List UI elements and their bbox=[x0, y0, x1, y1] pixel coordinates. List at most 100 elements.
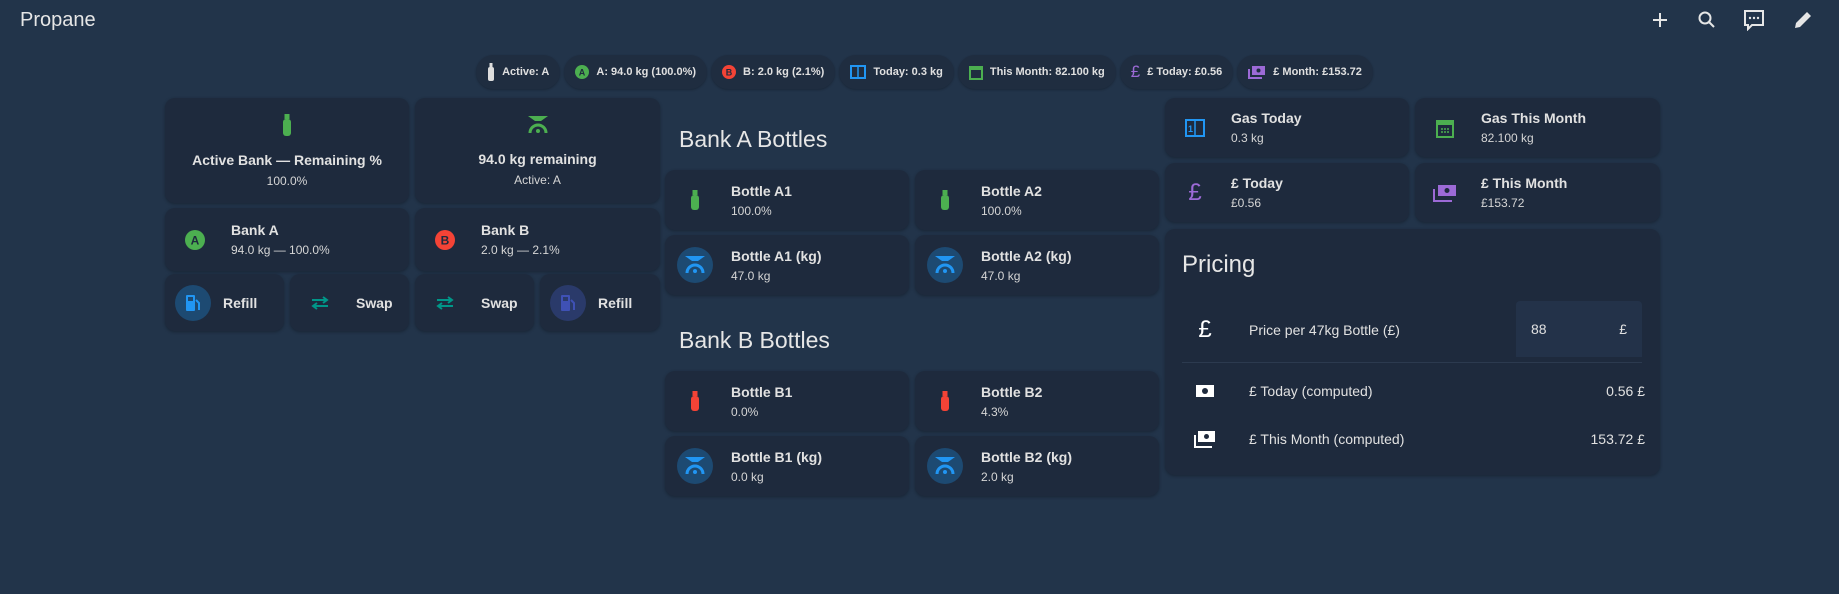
counter-icon bbox=[850, 65, 867, 79]
button-label: Swap bbox=[356, 294, 393, 311]
scale-icon bbox=[927, 448, 963, 484]
tile-value: 100.0% bbox=[731, 203, 772, 218]
card-title: 94.0 kg remaining bbox=[478, 150, 597, 167]
bottle-tile[interactable]: Bottle A2 (kg) 47.0 kg bbox=[915, 235, 1159, 295]
price-per-bottle-row: £ Price per 47kg Bottle (£) 88 £ bbox=[1165, 301, 1661, 358]
tile-title: Bottle B2 (kg) bbox=[981, 448, 1072, 465]
tile-value: 4.3% bbox=[981, 404, 1009, 419]
svg-text:1: 1 bbox=[1188, 124, 1193, 134]
cash-multiple-icon bbox=[1427, 175, 1463, 211]
pricing-title: Pricing bbox=[1182, 251, 1256, 278]
card-value: 100.0% bbox=[266, 173, 308, 188]
card-value: 2.0 kg — 2.1% bbox=[481, 243, 560, 257]
swap-icon bbox=[427, 285, 463, 321]
tile-title: Bottle A1 (kg) bbox=[731, 247, 822, 264]
bank-b-card[interactable]: B Bank B 2.0 kg — 2.1% bbox=[415, 208, 660, 271]
price-input-value: 88 bbox=[1531, 321, 1547, 337]
letter-b-icon: B bbox=[722, 65, 737, 79]
letter-a-icon: A bbox=[177, 222, 213, 258]
calendar-icon bbox=[968, 66, 983, 80]
price-input-unit: £ bbox=[1619, 321, 1627, 337]
bottle-tile[interactable]: Bottle A2 100.0% bbox=[915, 170, 1159, 230]
tile-title: Bottle A2 (kg) bbox=[981, 247, 1072, 264]
scale-icon bbox=[677, 247, 713, 283]
cost-today-card[interactable]: £ £ Today £0.56 bbox=[1165, 163, 1409, 222]
svg-text:A: A bbox=[191, 233, 200, 247]
tile-value: 0.0 kg bbox=[731, 469, 764, 484]
chip-active[interactable]: Active: A bbox=[476, 55, 561, 89]
gas-cylinder-icon bbox=[488, 63, 495, 81]
bottle-tile[interactable]: Bottle A1 100.0% bbox=[665, 170, 909, 230]
chip-today[interactable]: Today: 0.3 kg bbox=[839, 55, 954, 89]
scale-icon bbox=[927, 247, 963, 283]
chip-cost-month[interactable]: £ Month: £153.72 bbox=[1237, 55, 1373, 89]
chip-label: Today: 0.3 kg bbox=[873, 66, 943, 78]
tile-value: 100.0% bbox=[981, 203, 1022, 218]
active-bank-remaining-card[interactable]: Active Bank — Remaining % 100.0% bbox=[165, 98, 409, 203]
bottle-tile[interactable]: Bottle B2 (kg) 2.0 kg bbox=[915, 436, 1159, 496]
card-title: Active Bank — Remaining % bbox=[192, 151, 382, 168]
chip-cost-today[interactable]: £ £ Today: £0.56 bbox=[1119, 55, 1234, 89]
button-label: Swap bbox=[481, 294, 518, 311]
chip-bar: Active: A A A: 94.0 kg (100.0%) B B: 2.0 k… bbox=[0, 55, 1839, 89]
pound-icon: £ bbox=[1130, 62, 1141, 81]
bottle-tile[interactable]: Bottle B1 0.0% bbox=[665, 371, 909, 431]
cash-multiple-icon bbox=[1248, 66, 1266, 79]
gas-cylinder-icon bbox=[927, 383, 963, 419]
card-value: 94.0 kg — 100.0% bbox=[231, 243, 330, 257]
card-title: £ This Month bbox=[1481, 175, 1568, 191]
swap-a-button[interactable]: Swap bbox=[290, 274, 409, 331]
cost-month-card[interactable]: £ This Month £153.72 bbox=[1415, 163, 1660, 222]
chip-bank-a[interactable]: A A: 94.0 kg (100.0%) bbox=[564, 55, 708, 89]
tile-title: Bottle B2 bbox=[981, 383, 1043, 400]
tile-title: Bottle A1 bbox=[731, 182, 792, 199]
price-input[interactable]: 88 £ bbox=[1516, 301, 1642, 357]
chip-month[interactable]: This Month: 82.100 kg bbox=[957, 55, 1116, 89]
bank-a-heading: Bank A Bottles bbox=[679, 126, 828, 152]
pound-icon: £ bbox=[1198, 316, 1212, 343]
letter-b-icon: B bbox=[427, 222, 463, 258]
svg-text:A: A bbox=[579, 68, 586, 78]
letter-a-icon: A bbox=[575, 65, 590, 79]
card-title: Gas Today bbox=[1231, 110, 1302, 126]
tile-value: 47.0 kg bbox=[731, 268, 771, 283]
swap-b-button[interactable]: Swap bbox=[415, 274, 534, 331]
cost-month-row: £ This Month (computed) 153.72 £ bbox=[1165, 424, 1661, 454]
cost-today-label: £ Today (computed) bbox=[1249, 383, 1373, 399]
cost-month-label: £ This Month (computed) bbox=[1249, 431, 1405, 447]
cost-month-value: 153.72 £ bbox=[1590, 431, 1646, 447]
tile-value: 47.0 kg bbox=[981, 268, 1021, 283]
edit-icon[interactable] bbox=[1789, 6, 1817, 34]
cash-multiple-icon bbox=[1187, 430, 1223, 448]
card-value: £0.56 bbox=[1231, 196, 1262, 210]
tile-value: 2.0 kg bbox=[981, 469, 1014, 484]
bank-a-card[interactable]: A Bank A 94.0 kg — 100.0% bbox=[165, 208, 409, 271]
bottle-tile[interactable]: Bottle B1 (kg) 0.0 kg bbox=[665, 436, 909, 496]
search-icon[interactable] bbox=[1693, 6, 1721, 34]
chip-label: This Month: 82.100 kg bbox=[989, 66, 1105, 78]
calendar-icon bbox=[1427, 110, 1463, 146]
counter-icon: 1 bbox=[1177, 110, 1213, 146]
bottle-tile[interactable]: Bottle A1 (kg) 47.0 kg bbox=[665, 235, 909, 295]
page-title: Propane bbox=[20, 9, 96, 31]
chip-bank-b[interactable]: B B: 2.0 kg (2.1%) bbox=[711, 55, 836, 89]
svg-text:B: B bbox=[726, 68, 733, 78]
cost-today-value: 0.56 £ bbox=[1606, 383, 1645, 399]
refill-b-button[interactable]: Refill bbox=[540, 274, 660, 331]
gas-month-card[interactable]: Gas This Month 82.100 kg bbox=[1415, 98, 1660, 157]
cost-today-row: £ Today (computed) 0.56 £ bbox=[1165, 376, 1661, 406]
chip-label: Active: A bbox=[502, 66, 550, 78]
add-icon[interactable] bbox=[1646, 6, 1674, 34]
card-value: 82.100 kg bbox=[1481, 131, 1534, 145]
gas-cylinder-icon bbox=[927, 182, 963, 218]
card-title: Bank B bbox=[481, 222, 530, 238]
assist-icon[interactable] bbox=[1740, 6, 1768, 34]
bottle-tile[interactable]: Bottle B2 4.3% bbox=[915, 371, 1159, 431]
pound-icon: £ bbox=[1188, 178, 1202, 206]
cash-icon bbox=[1187, 385, 1223, 397]
refill-a-button[interactable]: Refill bbox=[165, 274, 284, 331]
price-label: Price per 47kg Bottle (£) bbox=[1249, 322, 1400, 338]
bank-b-heading: Bank B Bottles bbox=[679, 327, 830, 353]
remaining-kg-card[interactable]: 94.0 kg remaining Active: A bbox=[415, 98, 660, 203]
gas-today-card[interactable]: 1 Gas Today 0.3 kg bbox=[1165, 98, 1409, 157]
